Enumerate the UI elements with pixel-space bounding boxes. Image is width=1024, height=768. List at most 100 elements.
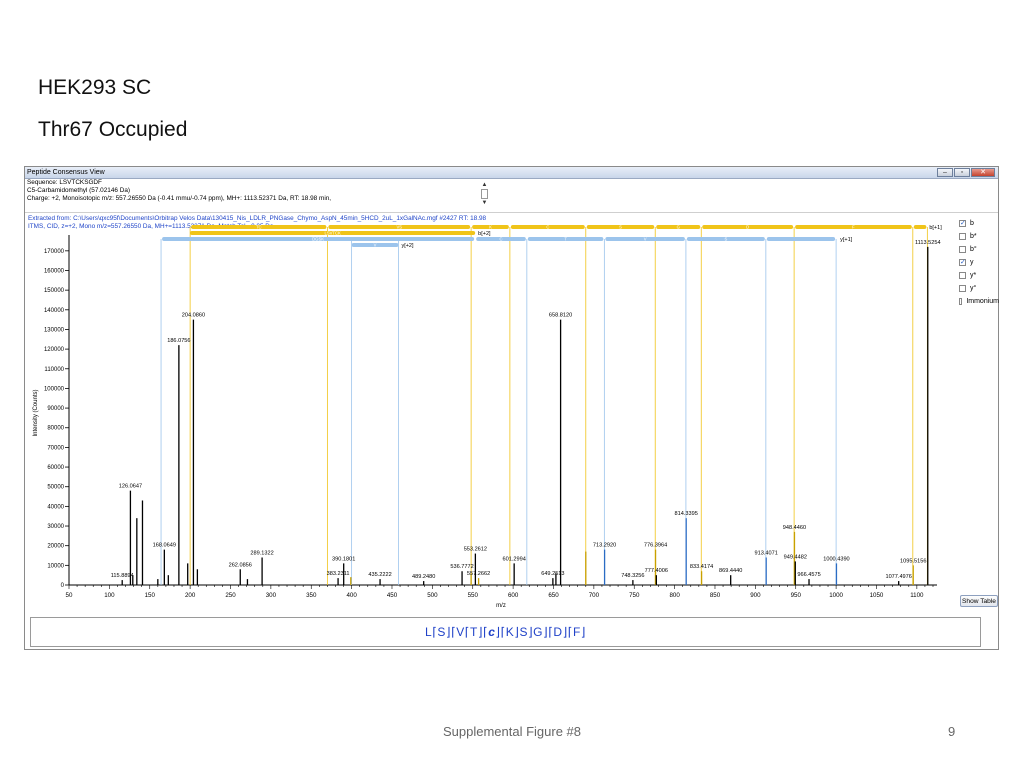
checkbox[interactable]: ✓	[959, 259, 966, 266]
restore-button[interactable]: ▫	[954, 168, 970, 177]
b-ion-segment	[795, 225, 912, 229]
checkbox[interactable]	[959, 285, 966, 292]
minimize-button[interactable]: –	[937, 168, 953, 177]
peak-label: 126.0647	[119, 484, 142, 490]
y-tick-label: 130000	[44, 327, 65, 333]
ion-options-panel: ✓ b b* b° ✓ y y* y° Immonium	[959, 217, 999, 308]
peak-label: 557.2662	[467, 571, 490, 577]
peak-label: 115.8894	[111, 573, 134, 579]
b-ion-segment	[328, 225, 471, 229]
peak-label: 289.1322	[250, 550, 273, 556]
peak-label: 814.3395	[675, 511, 698, 517]
option-b-row[interactable]: b°	[959, 243, 999, 256]
b-ion-segment-label: F	[852, 225, 855, 230]
y-tick-label: 60000	[47, 465, 64, 471]
x-tick-label: 150	[145, 592, 156, 599]
b-ion-segment-label: C	[546, 225, 549, 230]
slide-title: HEK293 SC	[38, 76, 152, 99]
y-series-name: y[+1]	[840, 237, 853, 243]
residue: V	[456, 625, 465, 639]
option-label: b°	[970, 246, 977, 253]
option-y-row[interactable]: y*	[959, 269, 999, 282]
peak-label: 168.0649	[153, 543, 176, 549]
checkbox[interactable]	[959, 233, 966, 240]
option-label: Immonium	[966, 298, 999, 305]
x-tick-label: 200	[185, 592, 196, 599]
fragment-marker: ⌋	[527, 625, 534, 639]
checkbox[interactable]	[959, 272, 966, 279]
x-tick-label: 300	[266, 592, 277, 599]
y-tick-label: 140000	[44, 308, 65, 314]
residue: G	[533, 625, 544, 639]
fragment-marker: ⌋⌈	[445, 625, 457, 639]
y-ion-segment-label: DGSK	[312, 237, 324, 242]
option-b-row[interactable]: b*	[959, 230, 999, 243]
b-ion-segment	[656, 225, 701, 229]
x-tick-label: 1100	[910, 592, 924, 599]
scroll-thumb[interactable]	[481, 189, 488, 199]
show-table-button[interactable]: Show Table	[960, 595, 998, 607]
spectrum-chart: 0 10000 20000 30000 40000 50000 60000 70000 8000…	[33, 225, 942, 610]
y-tick-label: 160000	[44, 268, 65, 274]
b-ion-segment	[913, 225, 927, 229]
peak-label: 186.0756	[167, 338, 190, 344]
x-tick-label: 450	[387, 592, 398, 599]
residue: c	[488, 625, 496, 639]
window-titlebar[interactable]: Peptide Consensus View – ▫ ✕	[25, 167, 998, 179]
b-ion-segment	[510, 225, 585, 229]
sequence-coverage-panel: L⌈S⌋⌈V⌈T⌋⌈c⌋⌈K⌋S⌋G⌋⌈D⌋⌈F⌋	[30, 617, 981, 647]
scroll-down-icon[interactable]: ▼	[481, 200, 488, 206]
close-button[interactable]: ✕	[971, 168, 995, 177]
y-tick-label: 100000	[44, 386, 65, 392]
y-axis-label: Intensity (Counts)	[33, 389, 39, 436]
option-label: b*	[970, 233, 977, 240]
peak-label: 948.4460	[783, 525, 806, 531]
b2-series-name: b[+2]	[478, 231, 491, 237]
y-tick-label: 170000	[44, 249, 65, 255]
b-ion-segment-label: K	[489, 225, 492, 230]
sequence-coverage-text: L⌈S⌋⌈V⌈T⌋⌈c⌋⌈K⌋S⌋G⌋⌈D⌋⌈F⌋	[31, 625, 980, 639]
option-y-row[interactable]: ✓ y	[959, 256, 999, 269]
info-scrollbar[interactable]: ▲ ▼	[481, 181, 488, 209]
x-tick-label: 800	[669, 592, 680, 599]
fragment-marker: ⌈	[464, 625, 470, 639]
charge-text: Charge: +2, Monoisotopic m/z: 557.26550 …	[27, 195, 332, 202]
b-ion-segment-label: TC	[256, 225, 262, 230]
checkbox[interactable]	[959, 298, 963, 305]
peak-label: 489.2480	[412, 574, 435, 580]
y-ion-segment	[476, 237, 526, 241]
y-ion-segment	[527, 237, 604, 241]
b-ion-segment	[586, 225, 655, 229]
peak-label: 1113.5254	[915, 240, 941, 246]
checkbox[interactable]	[959, 246, 966, 253]
y-ion-segment-label: C	[499, 237, 502, 242]
y-tick-label: 0	[61, 583, 65, 589]
option-label: y°	[970, 285, 977, 292]
peak-label: 913.4071	[755, 550, 778, 556]
peak-label: 435.2222	[368, 572, 391, 578]
extract-params-text: ITMS, CID, z=+2, Mono m/z=557.26550 Da, …	[28, 223, 274, 230]
peak-label: 383.2311	[327, 571, 350, 577]
peak-label: 390.1801	[332, 556, 355, 562]
y2-ion-segment-label: V	[374, 243, 377, 248]
fragment-marker: ⌈	[432, 625, 438, 639]
y-tick-label: 90000	[47, 406, 64, 412]
peak-label: 949.4482	[784, 554, 807, 560]
residue: S	[437, 625, 446, 639]
peak-label: 536.7772	[450, 564, 473, 570]
peak-label: 776.3964	[644, 543, 667, 549]
option-b-row[interactable]: ✓ b	[959, 217, 999, 230]
b-ion-segment-label: G	[677, 225, 680, 230]
y-tick-label: 40000	[47, 504, 64, 510]
option-immonium-row[interactable]: Immonium	[959, 295, 999, 308]
option-y-row[interactable]: y°	[959, 282, 999, 295]
y2-series-name: y[+2]	[401, 243, 414, 249]
x-tick-label: 100	[104, 592, 115, 599]
b-ion-segment-label: S	[619, 225, 622, 230]
modification-text: C5-Carbamidomethyl (57.02146 Da)	[27, 187, 131, 194]
scroll-up-icon[interactable]: ▲	[481, 182, 488, 188]
peak-label: 262.0856	[229, 562, 252, 568]
x-tick-label: 1050	[870, 592, 884, 599]
checkbox[interactable]: ✓	[959, 220, 966, 227]
x-axis-label: m/z	[496, 603, 506, 609]
